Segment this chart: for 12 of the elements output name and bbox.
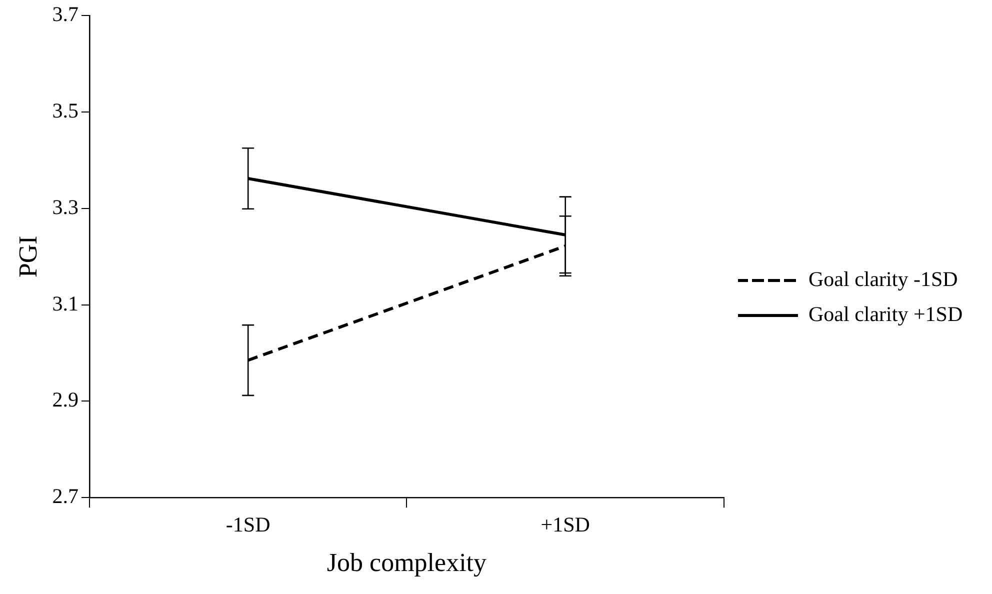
- y-tick-label: 2.7: [52, 484, 78, 508]
- y-tick-label: 3.7: [52, 2, 78, 26]
- legend-label: Goal clarity +1SD: [808, 302, 963, 326]
- y-tick-label: 3.5: [52, 98, 78, 123]
- y-axis-title: PGI: [13, 236, 42, 278]
- y-tick-label: 3.1: [52, 291, 78, 316]
- y-tick-label: 2.9: [52, 388, 78, 412]
- x-tick-label: -1SD: [226, 512, 270, 537]
- x-tick-label: +1SD: [540, 512, 590, 537]
- legend-label: Goal clarity -1SD: [808, 267, 958, 292]
- y-tick-label: 3.3: [52, 194, 78, 219]
- x-axis-title: Job complexity: [326, 548, 487, 578]
